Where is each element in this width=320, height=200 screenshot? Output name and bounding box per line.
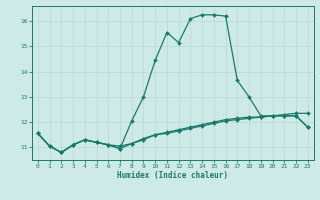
- X-axis label: Humidex (Indice chaleur): Humidex (Indice chaleur): [117, 171, 228, 180]
